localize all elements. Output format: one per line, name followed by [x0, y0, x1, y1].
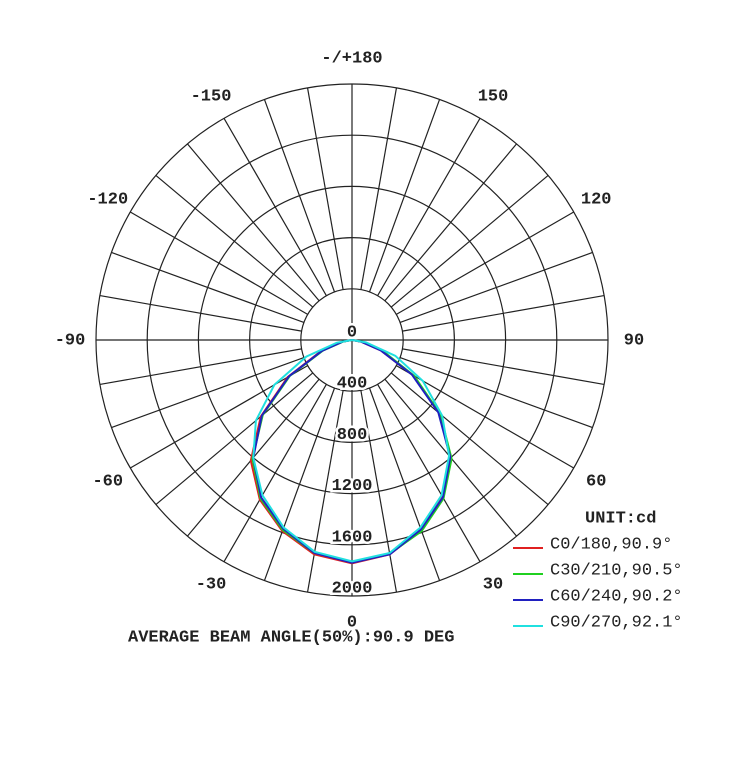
grid-spoke [155, 372, 314, 506]
angle-tick-label: -150 [191, 87, 232, 106]
annotation: AVERAGE BEAM ANGLE(50%):90.9 DEG [128, 628, 454, 647]
angle-tick-label: 90 [624, 331, 644, 350]
grid-spoke [223, 117, 327, 296]
grid-spoke [399, 356, 593, 429]
legend-label: C60/240,90.2° [550, 587, 683, 606]
r-tick-label: 0 [347, 323, 357, 342]
grid-spoke [390, 372, 549, 506]
angle-tick-label: 60 [586, 472, 606, 491]
series-line [252, 339, 452, 564]
r-tick-label: 1200 [332, 477, 373, 496]
angle-tick-label: -60 [92, 472, 123, 491]
grid-spoke [384, 143, 518, 302]
r-tick-label: 2000 [332, 579, 373, 598]
grid-spoke [111, 356, 305, 429]
grid-spoke [155, 174, 314, 308]
grid-spoke [306, 390, 344, 593]
angle-tick-label: 30 [483, 576, 503, 595]
series-line [252, 339, 451, 563]
grid-spoke [99, 294, 302, 332]
plot: -/+180 150 120 90 60 30 0 -30 -60 -90 -120 -150 C0/1… [55, 49, 683, 632]
grid-spoke [129, 365, 308, 469]
grid-spoke [99, 348, 302, 386]
grid-spoke [263, 387, 336, 581]
r-tick-label: 400 [337, 375, 368, 394]
legend-label: C30/210,90.5° [550, 561, 683, 580]
grid-spoke [368, 387, 441, 581]
angle-tick-label: 0 [347, 613, 357, 632]
grid-spoke [402, 348, 605, 386]
grid-spoke [377, 384, 481, 563]
legend-label: C90/270,92.1° [550, 613, 683, 632]
angle-tick-label: 120 [581, 190, 612, 209]
grid-spoke [186, 143, 320, 302]
grid-spoke [396, 365, 575, 469]
grid-spoke [396, 211, 575, 315]
grid-spoke [368, 99, 441, 293]
grid-spoke [263, 99, 336, 293]
grid-spoke [111, 251, 305, 324]
grid-spoke [306, 87, 344, 290]
grid-spoke [377, 117, 481, 296]
grid-spoke [360, 390, 398, 593]
angle-tick-label: 150 [478, 87, 509, 106]
angle-tick-label: -90 [55, 331, 86, 350]
angle-tick-label: -120 [87, 190, 128, 209]
angle-tick-label: -/+180 [321, 49, 382, 68]
grid-spoke [402, 294, 605, 332]
grid-spoke [223, 384, 327, 563]
r-tick-label: 1600 [332, 528, 373, 547]
angle-tick-label: -30 [196, 576, 227, 595]
grid-spoke [390, 174, 549, 308]
unit-label: UNIT:cd [585, 509, 656, 528]
grid-spoke [129, 211, 308, 315]
legend-label: C0/180,90.9° [550, 535, 672, 554]
r-tick-label: 800 [337, 426, 368, 445]
grid-spoke [360, 87, 398, 290]
grid-spoke [399, 251, 593, 324]
